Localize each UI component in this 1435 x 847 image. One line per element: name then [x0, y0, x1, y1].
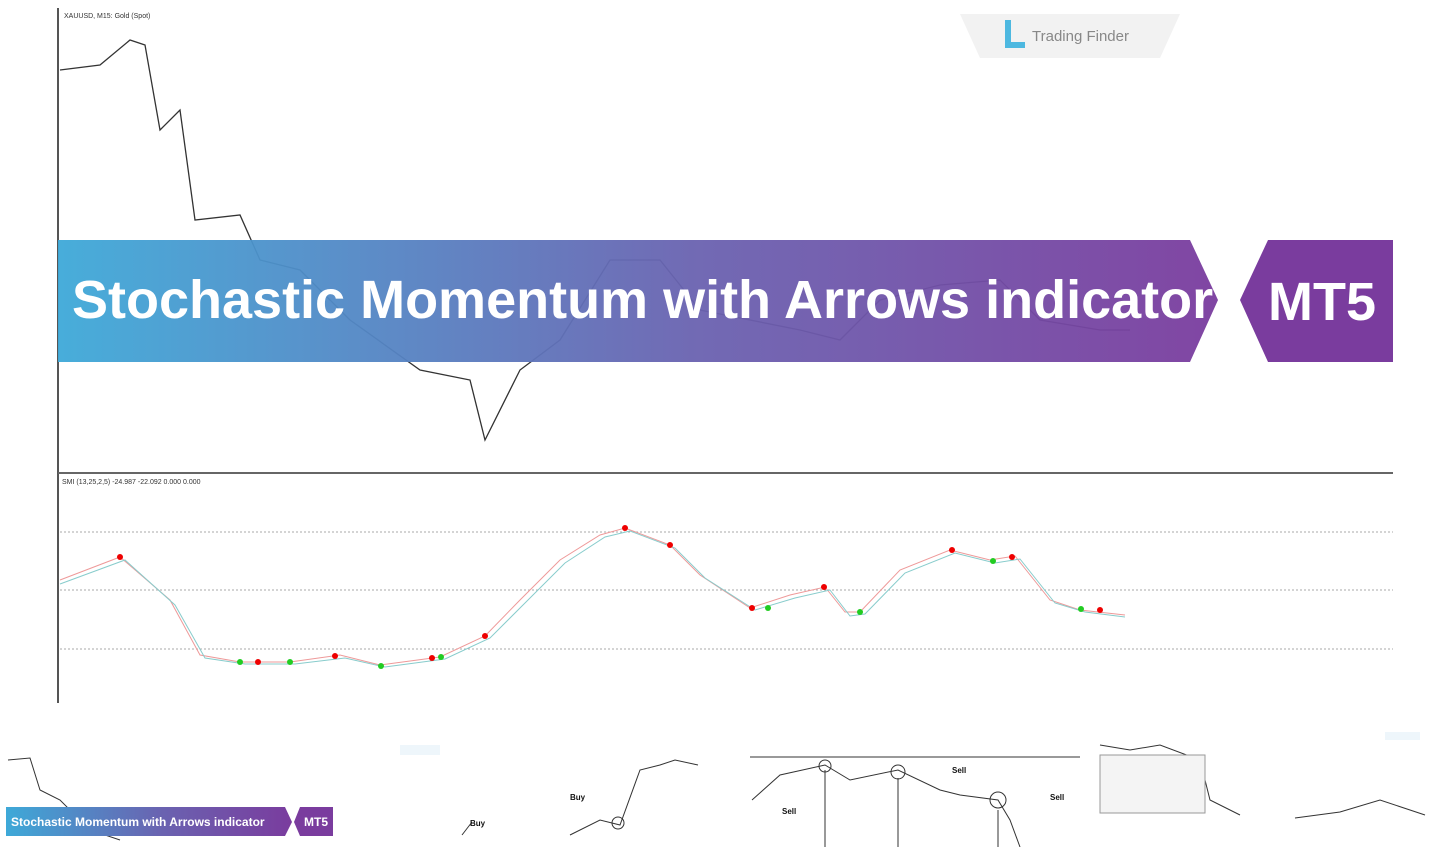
banner: Stochastic Momentum with Arrows indicato… — [58, 240, 1393, 362]
thumbnail-strip: Stochastic Momentum with Arrows indicato… — [6, 732, 1425, 847]
platform-badge: MT5 — [1268, 272, 1376, 332]
thumbnail[interactable]: Sell Sell Sell — [750, 757, 1080, 847]
thumb-label: Sell — [952, 766, 966, 775]
thumbnail[interactable] — [1100, 732, 1425, 818]
indicator-label: SMI (13,25,2,5) -24.987 -22.092 0.000 0.… — [62, 479, 201, 486]
thumb-title: Stochastic Momentum with Arrows indicato… — [11, 815, 265, 829]
thumbnail[interactable]: Stochastic Momentum with Arrows indicato… — [6, 758, 333, 840]
thumb-label: Sell — [782, 807, 796, 816]
logo-text: Trading Finder — [1032, 28, 1129, 45]
thumb-badge: MT5 — [304, 815, 328, 829]
logo: Trading Finder — [960, 14, 1180, 58]
thumb-label: Buy — [570, 793, 586, 802]
banner-title: Stochastic Momentum with Arrows indicato… — [72, 270, 1213, 330]
page: XAUUSD, M15: Gold (Spot) SMI (13,25,2,5)… — [0, 0, 1435, 847]
symbol-label: XAUUSD, M15: Gold (Spot) — [64, 13, 150, 20]
thumbnail[interactable]: Buy Buy — [400, 745, 698, 835]
thumb-label: Buy — [470, 819, 486, 828]
thumb-label: Sell — [1050, 793, 1064, 802]
